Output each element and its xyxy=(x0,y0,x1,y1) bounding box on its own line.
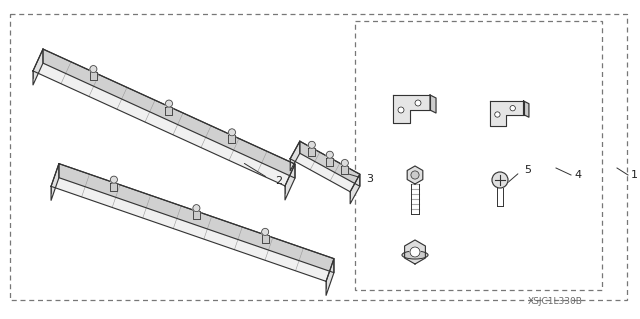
Polygon shape xyxy=(326,259,334,295)
Polygon shape xyxy=(350,174,360,204)
Bar xyxy=(10,14,627,300)
Polygon shape xyxy=(166,107,173,115)
Bar xyxy=(355,21,602,290)
Text: 3: 3 xyxy=(366,174,373,184)
Polygon shape xyxy=(341,166,348,174)
Circle shape xyxy=(90,66,97,73)
Polygon shape xyxy=(407,166,423,184)
Polygon shape xyxy=(33,49,43,85)
Polygon shape xyxy=(300,141,360,186)
Polygon shape xyxy=(326,158,333,166)
Polygon shape xyxy=(524,101,529,117)
Circle shape xyxy=(326,151,333,158)
Circle shape xyxy=(341,160,348,167)
Polygon shape xyxy=(33,49,295,186)
Polygon shape xyxy=(51,164,334,281)
Polygon shape xyxy=(430,95,436,113)
Polygon shape xyxy=(90,72,97,80)
Circle shape xyxy=(166,100,173,107)
Text: 5: 5 xyxy=(524,165,531,175)
Text: 1: 1 xyxy=(631,170,638,180)
Text: XSJC1L330B: XSJC1L330B xyxy=(527,298,582,307)
Text: 4: 4 xyxy=(574,170,581,180)
Ellipse shape xyxy=(402,251,428,259)
Circle shape xyxy=(111,176,117,183)
Circle shape xyxy=(492,172,508,188)
Circle shape xyxy=(193,205,200,212)
Circle shape xyxy=(495,112,500,117)
Polygon shape xyxy=(404,240,426,264)
Text: 2: 2 xyxy=(275,176,282,186)
Circle shape xyxy=(411,171,419,179)
Polygon shape xyxy=(308,148,316,156)
Polygon shape xyxy=(59,164,334,273)
Circle shape xyxy=(262,228,269,235)
Circle shape xyxy=(228,129,236,136)
Polygon shape xyxy=(262,235,269,243)
Polygon shape xyxy=(393,95,430,123)
Circle shape xyxy=(415,100,421,106)
Polygon shape xyxy=(193,211,200,219)
Polygon shape xyxy=(111,183,117,191)
Circle shape xyxy=(398,107,404,113)
Polygon shape xyxy=(490,101,524,126)
Polygon shape xyxy=(290,141,360,192)
Circle shape xyxy=(410,247,420,257)
Circle shape xyxy=(510,106,515,111)
Polygon shape xyxy=(51,164,59,200)
Polygon shape xyxy=(290,141,300,171)
Polygon shape xyxy=(285,164,295,200)
Polygon shape xyxy=(43,49,295,178)
Polygon shape xyxy=(228,135,236,143)
Circle shape xyxy=(308,141,316,148)
